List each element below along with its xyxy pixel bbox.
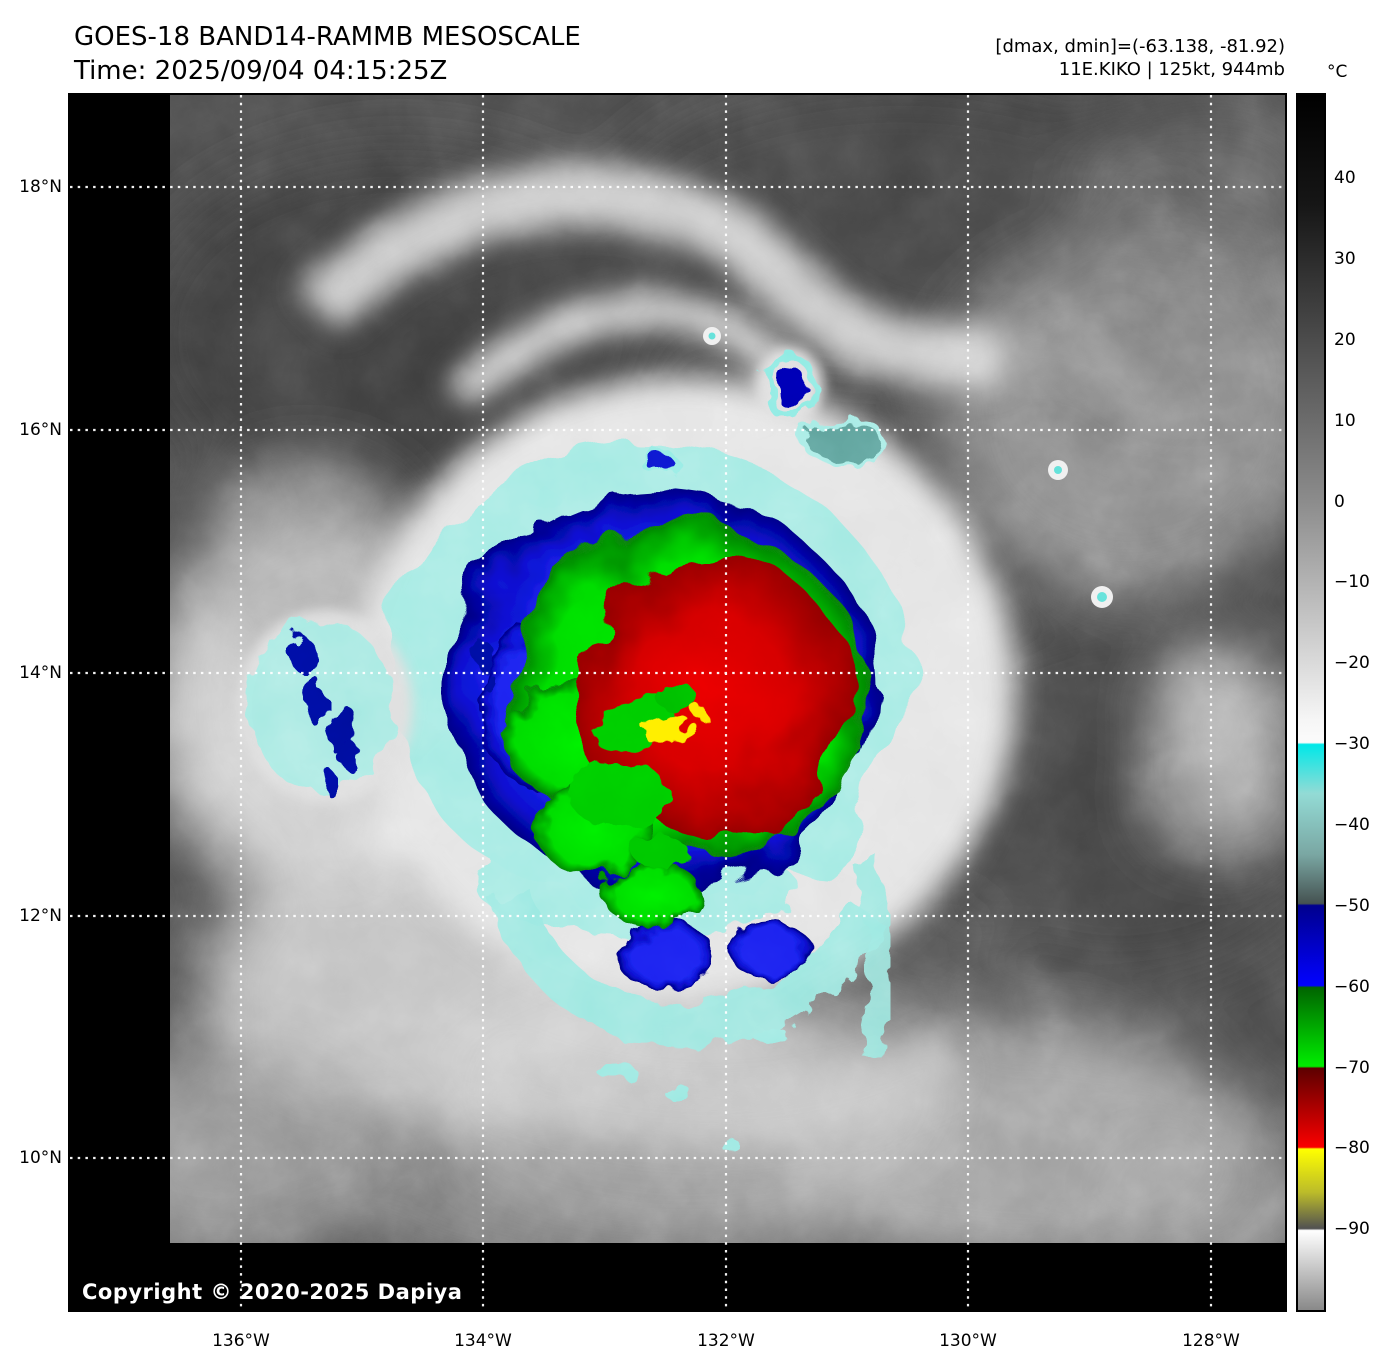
colorbar-unit-label: °C (1327, 62, 1348, 82)
colorbar-tick-0: 0 (1334, 492, 1345, 512)
colorbar-tick-m80: −80 (1334, 1138, 1370, 1158)
lat-tick-label-10n: 10°N (19, 1148, 62, 1168)
colorbar-tick-m50: −50 (1334, 896, 1370, 916)
lat-tick-label-12n: 12°N (19, 906, 62, 926)
graticule (70, 95, 1285, 1310)
lon-tick-label-136w: 136°W (212, 1331, 270, 1351)
figure-timestamp: Time: 2025/09/04 04:15:25Z (74, 56, 448, 86)
lon-tick-label-128w: 128°W (1182, 1331, 1240, 1351)
copyright-label: Copyright © 2020-2025 Dapiya (82, 1280, 463, 1304)
dmax-dmin-annotation: [dmax, dmin]=(-63.138, -81.92) (995, 36, 1285, 57)
colorbar-tick-10: 10 (1334, 411, 1356, 431)
satellite-image (70, 95, 1285, 1310)
colorbar-tick-20: 20 (1334, 330, 1356, 350)
lat-tick-label-18n: 18°N (19, 177, 62, 197)
colorbar-tick-m60: −60 (1334, 977, 1370, 997)
colorbar-tick-40: 40 (1334, 168, 1356, 188)
title-block: GOES-18 BAND14-RAMMB MESOSCALE Time: 202… (74, 20, 581, 88)
satellite-map-panel: Copyright © 2020-2025 Dapiya (68, 93, 1287, 1312)
satellite-scene (170, 95, 1285, 1243)
colorbar-tick-m30: −30 (1334, 734, 1370, 754)
figure-title: GOES-18 BAND14-RAMMB MESOSCALE (74, 22, 581, 52)
colorbar-tick-m20: −20 (1334, 653, 1370, 673)
lon-tick-label-134w: 134°W (454, 1331, 512, 1351)
no-data-mask (70, 95, 1285, 1310)
lon-tick-label-132w: 132°W (697, 1331, 755, 1351)
storm-intensity-annotation: 11E.KIKO | 125kt, 944mb (1058, 59, 1285, 80)
colorbar-tick-30: 30 (1334, 249, 1356, 269)
grain-noise-overlay (170, 95, 1285, 1243)
lat-tick-label-16n: 16°N (19, 420, 62, 440)
colorbar-tick-m40: −40 (1334, 815, 1370, 835)
lat-tick-label-14n: 14°N (19, 663, 62, 683)
colorbar-tick-m10: −10 (1334, 572, 1370, 592)
annotation-block: [dmax, dmin]=(-63.138, -81.92) 11E.KIKO … (995, 35, 1285, 81)
colorbar-tick-m70: −70 (1334, 1058, 1370, 1078)
lon-tick-label-130w: 130°W (939, 1331, 997, 1351)
colorbar (1296, 93, 1326, 1312)
colorbar-tick-m90: −90 (1334, 1219, 1370, 1239)
